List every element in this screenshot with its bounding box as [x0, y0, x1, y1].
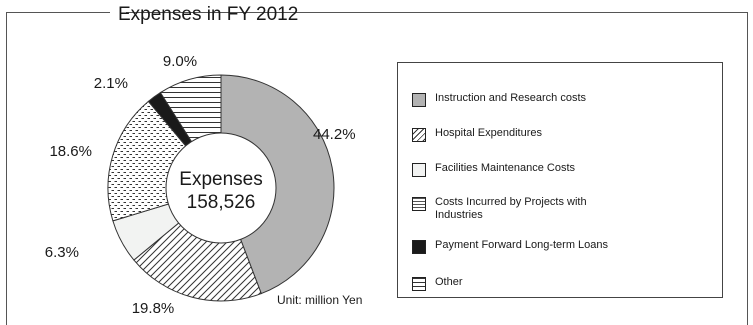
- legend-swatch: [412, 163, 426, 177]
- slice-label-6: 9.0%: [163, 53, 197, 70]
- legend-item-1: Instruction and Research costs: [412, 92, 712, 107]
- legend-item-6: Other: [412, 276, 712, 291]
- slice-label-3: 6.3%: [45, 244, 79, 261]
- chart-title: Expenses in FY 2012: [118, 4, 299, 25]
- legend: Instruction and Research costs Hospital E…: [397, 62, 723, 298]
- legend-swatch: [412, 197, 426, 211]
- legend-label: Hospital Expenditures: [435, 127, 543, 139]
- chart-frame: [6, 12, 748, 325]
- legend-label: Payment Forward Long-term Loans: [435, 239, 609, 251]
- slice-label-4: 18.6%: [49, 143, 92, 160]
- unit-note: Unit: million Yen: [277, 293, 362, 307]
- legend-item-3: Facilities Maintenance Costs: [412, 162, 712, 177]
- legend-item-2: Hospital Expenditures: [412, 127, 712, 142]
- slice-1: [220, 74, 335, 295]
- legend-swatch: [412, 277, 426, 291]
- legend-label: Other: [435, 276, 463, 288]
- legend-label: Facilities Maintenance Costs: [435, 162, 576, 174]
- center-label: Expenses: [179, 169, 262, 190]
- donut-hole: [165, 132, 277, 244]
- center-value: 158,526: [187, 192, 256, 213]
- legend-item-5: Payment Forward Long-term Loans: [412, 239, 712, 254]
- legend-swatch: [412, 240, 426, 254]
- title-background: [110, 2, 126, 26]
- slice-label-2: 19.8%: [132, 300, 175, 317]
- slice-label-1: 44.2%: [313, 126, 356, 143]
- legend-label: Costs Incurred by Projects with Industri…: [435, 196, 587, 221]
- legend-label: Instruction and Research costs: [435, 92, 587, 104]
- legend-swatch: [412, 128, 426, 142]
- legend-item-4: Costs Incurred by Projects with Industri…: [412, 196, 712, 222]
- slice-label-5: 2.1%: [94, 75, 128, 92]
- legend-swatch: [412, 93, 426, 107]
